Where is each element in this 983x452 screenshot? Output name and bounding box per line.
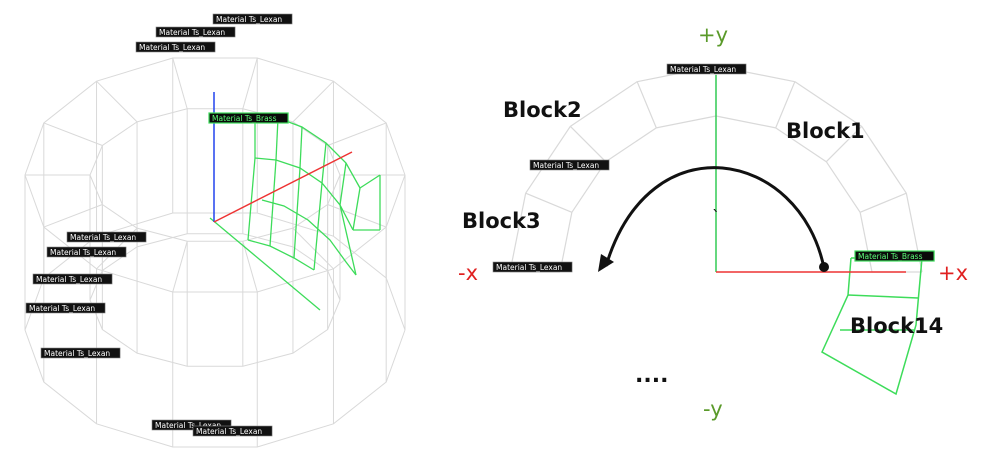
material-lexan-label: Material Ts_Lexan <box>46 246 127 258</box>
svg-text:Material Ts_Lexan: Material Ts_Lexan <box>50 248 116 257</box>
svg-text:Material Ts_Brass: Material Ts_Brass <box>858 252 923 261</box>
x-axis-3d <box>213 151 353 223</box>
svg-text:Material Ts_Lexan: Material Ts_Lexan <box>36 275 102 284</box>
svg-text:Material Ts_Lexan: Material Ts_Lexan <box>196 427 262 436</box>
neg-x-label: -x <box>458 261 478 285</box>
pos-x-label: +x <box>938 261 968 285</box>
material-lexan-label: Material Ts_Lexan <box>155 26 236 38</box>
tick-mark: ` <box>712 207 720 226</box>
rotation-start-dot <box>819 262 829 272</box>
material-lexan-label: Material Ts_Lexan <box>529 159 610 171</box>
svg-text:Material Ts_Lexan: Material Ts_Lexan <box>29 304 95 313</box>
material-lexan-label: Material Ts_Lexan <box>32 273 113 285</box>
svg-text:Material Ts_Lexan: Material Ts_Lexan <box>216 15 282 24</box>
rotation-arrowhead <box>598 254 614 272</box>
material-lexan-label: Material Ts_Lexan <box>135 41 216 53</box>
brass-block-3d <box>209 114 381 311</box>
svg-text:Material Ts_Lexan: Material Ts_Lexan <box>139 43 205 52</box>
material-lexan-label: Material Ts_Lexan <box>66 231 147 243</box>
svg-text:Material Ts_Lexan: Material Ts_Lexan <box>533 161 599 170</box>
material-lexan-label: Material Ts_Lexan <box>25 302 106 314</box>
neg-y-label: -y <box>703 397 723 421</box>
block2-label: Block2 <box>503 98 582 122</box>
svg-text:Material Ts_Lexan: Material Ts_Lexan <box>44 349 110 358</box>
svg-text:Material Ts_Lexan: Material Ts_Lexan <box>670 65 736 74</box>
svg-text:Material Ts_Lexan: Material Ts_Lexan <box>70 233 136 242</box>
block14-label: Block14 <box>850 314 943 338</box>
material-lexan-label: Material Ts_Lexan <box>151 419 232 431</box>
material-lexan-label: Material Ts_Lexan <box>492 261 573 273</box>
material-lexan-label: Material Ts_Lexan <box>192 425 273 437</box>
material-lexan-label: Material Ts_Lexan <box>666 63 747 75</box>
rotation-arrow <box>604 166 826 269</box>
material-brass-label: Material Ts_Brass <box>854 250 935 262</box>
block1-label: Block1 <box>786 119 865 143</box>
block3-label: Block3 <box>462 209 541 233</box>
material-brass-label: Material Ts_Brass <box>208 112 289 124</box>
svg-text:Material Ts_Brass: Material Ts_Brass <box>212 114 277 123</box>
lexan-ring-2d <box>509 65 923 273</box>
ellipsis-label: .... <box>635 363 668 388</box>
material-lexan-label: Material Ts_Lexan <box>212 13 293 25</box>
svg-text:Material Ts_Lexan: Material Ts_Lexan <box>155 421 221 430</box>
svg-text:Material Ts_Lexan: Material Ts_Lexan <box>496 263 562 272</box>
svg-text:Material Ts_Lexan: Material Ts_Lexan <box>159 28 225 37</box>
right-material-labels: Material Ts_Lexan Material Ts_Lexan Materi… <box>492 63 935 273</box>
material-lexan-label: Material Ts_Lexan <box>40 347 121 359</box>
pos-y-label: +y <box>698 23 728 47</box>
lexan-ring-wireframe <box>24 57 406 448</box>
